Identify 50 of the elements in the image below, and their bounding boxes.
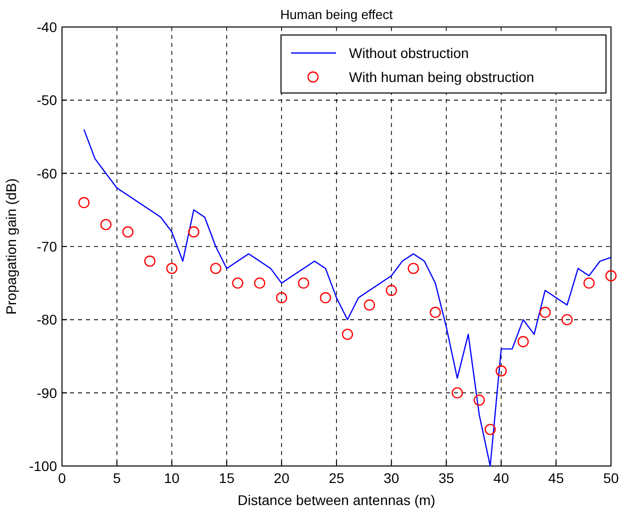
point: [540, 306, 551, 318]
point: [232, 277, 244, 289]
y-tick-label: -80: [36, 312, 58, 328]
x-tick-label: 45: [548, 470, 564, 486]
chart-title: Human being effect: [280, 7, 394, 22]
x-tick-label: 25: [328, 470, 344, 486]
point: [188, 226, 200, 238]
legend-label: Without obstruction: [349, 45, 469, 61]
x-tick-label: 40: [493, 470, 510, 486]
point: [144, 256, 156, 267]
point: [78, 197, 90, 208]
x-tick-label: 15: [218, 470, 235, 486]
point: [320, 292, 332, 304]
point: [474, 394, 485, 406]
point: [210, 262, 222, 274]
y-tick-label: -50: [36, 92, 58, 108]
point: [298, 277, 310, 289]
point: [518, 336, 529, 348]
x-tick-label: 35: [438, 470, 454, 486]
legend-label: With human being obstruction: [349, 69, 534, 85]
point: [452, 387, 463, 398]
y-axis-title: Propagation gain (dB): [3, 178, 19, 315]
x-axis-title: Distance between antennas (m): [238, 492, 436, 508]
point: [342, 328, 354, 340]
point: [561, 314, 573, 326]
x-tick-label: 50: [603, 470, 619, 486]
y-tick-label: -100: [28, 458, 58, 474]
point: [166, 262, 178, 274]
y-tick-label: -40: [36, 19, 58, 35]
x-tick-label: 10: [164, 470, 180, 486]
point: [364, 299, 376, 311]
point: [386, 284, 397, 296]
point: [276, 292, 288, 304]
x-tick-label: 0: [58, 470, 66, 486]
x-tick-label: 20: [274, 470, 290, 486]
point: [605, 270, 617, 282]
point: [100, 218, 112, 230]
point: [408, 262, 419, 274]
line-series: [83, 128, 612, 467]
point: [484, 424, 496, 436]
point: [254, 277, 266, 289]
point: [583, 277, 595, 289]
x-tick-label: 5: [113, 470, 121, 486]
point: [122, 226, 134, 238]
x-tick-label: 30: [384, 470, 400, 486]
y-tick-label: -90: [36, 384, 58, 401]
point: [496, 365, 507, 376]
y-tick-label: -60: [36, 165, 58, 182]
point: [430, 306, 441, 318]
y-tick-label: -70: [36, 238, 58, 254]
